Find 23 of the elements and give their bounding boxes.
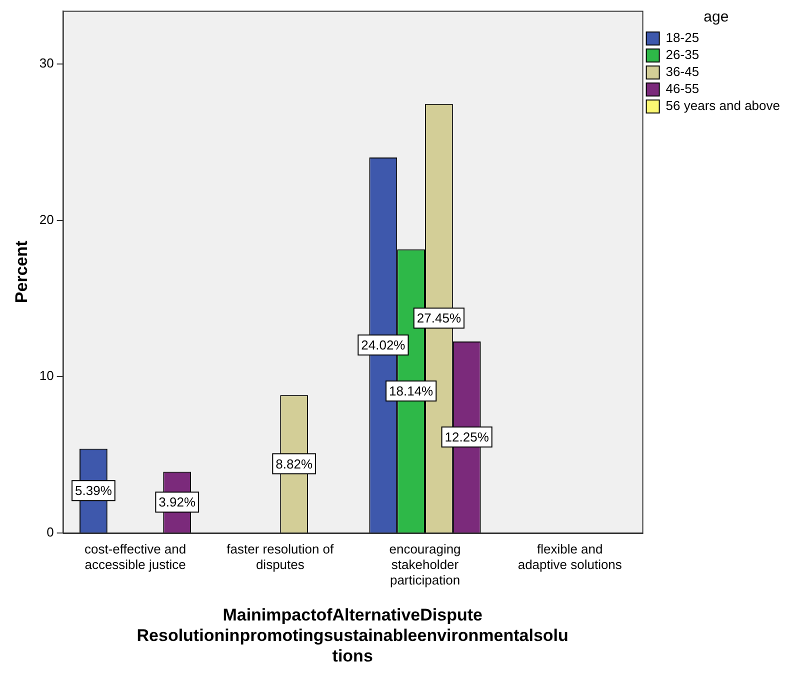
data-label: 3.92%: [158, 494, 196, 510]
legend-label: 26-35: [666, 47, 700, 62]
y-axis-title: Percent: [12, 240, 31, 304]
x-tick-label: cost-effective and accessible justice: [84, 541, 186, 572]
data-label: 24.02%: [361, 338, 406, 353]
data-label: 27.45%: [416, 310, 462, 326]
x-tick-label: flexible and adaptive solutions: [518, 541, 622, 572]
legend-label: 46-55: [666, 81, 700, 96]
data-label: 12.25%: [444, 430, 490, 445]
data-label: 8.82%: [276, 456, 313, 472]
x-tick-label: faster resolution of disputes: [226, 541, 334, 572]
legend-label: 36-45: [666, 64, 700, 80]
legend-label: 56 years and above: [666, 98, 780, 114]
data-label: 5.39%: [75, 483, 112, 498]
y-tick-label: 0: [46, 524, 54, 540]
data-label: 18.14%: [389, 384, 434, 399]
y-tick-label: 10: [39, 368, 54, 384]
legend-title: age: [704, 8, 729, 26]
legend-label: 18-25: [666, 30, 700, 46]
x-axis-title: MainimpactofAlternativeDispute Resolutioninpromotingsustainableenvironmentalsolu tions: [136, 606, 568, 666]
y-tick-label: 20: [39, 212, 54, 227]
y-tick-label: 30: [39, 56, 54, 71]
x-tick-label: encouraging stakeholder participation: [389, 541, 461, 588]
